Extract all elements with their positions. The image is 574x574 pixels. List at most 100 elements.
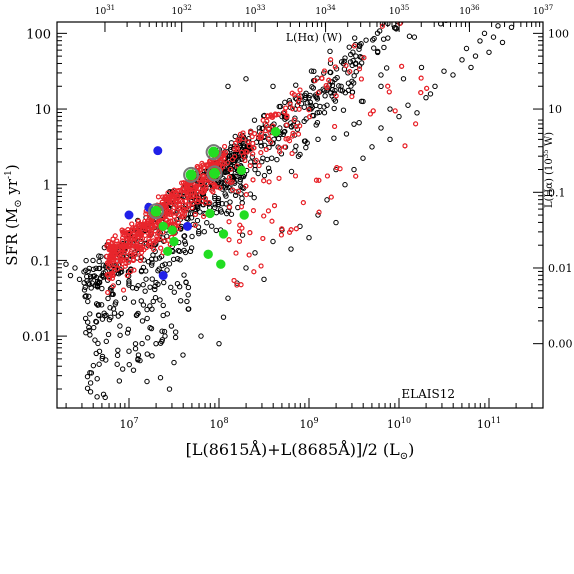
red-point (290, 130, 296, 136)
red-point (402, 143, 408, 149)
red-point (323, 83, 329, 89)
black-point (138, 268, 145, 275)
black-point (255, 170, 261, 177)
black-point (308, 106, 314, 112)
black-point (134, 312, 140, 318)
green-point (216, 259, 226, 269)
red-point (166, 209, 172, 215)
red-point (289, 106, 295, 112)
red-point (234, 144, 240, 150)
red-point (107, 259, 113, 265)
black-point (295, 153, 302, 159)
red-point (284, 113, 290, 119)
green-point (163, 246, 173, 257)
red-point (276, 175, 282, 181)
red-point (167, 211, 173, 217)
black-point (264, 156, 270, 163)
red-point (155, 219, 161, 225)
y-tick-label: 1 (43, 179, 51, 194)
red-point (271, 203, 277, 209)
black-point (508, 24, 515, 30)
red-point (184, 183, 190, 189)
right-axis-label: L(Hα) (1035 W) (542, 132, 555, 208)
black-point (313, 122, 319, 128)
red-point (153, 238, 159, 244)
black-point (383, 65, 390, 71)
black-point (171, 289, 177, 295)
top-tick-base: 10 (95, 7, 107, 17)
red-point (316, 177, 322, 183)
black-point (371, 35, 377, 42)
red-point (251, 269, 257, 275)
black-point (196, 230, 202, 237)
black-point (172, 329, 179, 335)
red-point (107, 255, 113, 261)
black-point (220, 314, 227, 320)
black-point (83, 293, 89, 299)
y-axis-label: SFR (M⊙ yr-1) (3, 164, 24, 265)
red-point (258, 150, 264, 156)
red-point (384, 11, 388, 15)
red-point (136, 223, 142, 229)
black-point (87, 369, 93, 376)
black-point (490, 34, 497, 40)
black-point (183, 279, 189, 285)
black-point (149, 276, 155, 282)
black-point (358, 98, 365, 104)
red-point (316, 209, 322, 215)
red-point (250, 151, 256, 157)
red-point (353, 173, 359, 179)
red-point (261, 178, 267, 184)
right-tick-label: 10 (548, 103, 562, 116)
black-point (371, 45, 377, 51)
red-point (221, 155, 227, 161)
black-point (114, 352, 121, 359)
red-point (229, 179, 235, 185)
black-point (181, 233, 188, 239)
red-point (195, 165, 201, 171)
red-point (418, 15, 422, 19)
black-point (327, 48, 333, 55)
red-point (384, 11, 388, 15)
x-axis-sun-symbol: ⊙ (400, 451, 408, 462)
red-point (243, 148, 249, 154)
black-point (115, 313, 122, 319)
black-point (150, 298, 156, 305)
green-point (158, 221, 168, 232)
series-blue-points (124, 146, 192, 281)
black-point (292, 148, 298, 154)
x-tick-exp: 10 (401, 416, 411, 425)
black-point (96, 348, 103, 355)
black-point (225, 83, 231, 90)
black-point (118, 310, 124, 317)
right-axis-label-close: W) (544, 132, 555, 149)
red-point (236, 229, 242, 235)
black-point (219, 186, 226, 192)
red-point (418, 90, 424, 96)
black-point (414, 110, 420, 116)
green-point (185, 169, 197, 181)
black-point (92, 337, 98, 343)
red-point (157, 236, 163, 242)
black-point (332, 87, 338, 94)
black-point (140, 282, 146, 288)
black-point (270, 83, 276, 90)
black-point (72, 265, 78, 271)
black-point (126, 361, 132, 368)
red-point (240, 130, 246, 136)
black-point (213, 209, 220, 216)
red-point (109, 240, 115, 246)
black-point (348, 83, 354, 89)
red-point (282, 144, 288, 150)
top-tick-exp: 33 (257, 4, 266, 12)
red-point (177, 191, 183, 197)
black-point (153, 340, 159, 347)
red-point (119, 249, 125, 255)
green-point (218, 229, 229, 239)
red-point (151, 246, 157, 252)
black-point (126, 348, 132, 354)
black-point (107, 305, 113, 311)
red-point (148, 230, 154, 236)
black-point (194, 217, 201, 224)
black-point (84, 278, 90, 284)
